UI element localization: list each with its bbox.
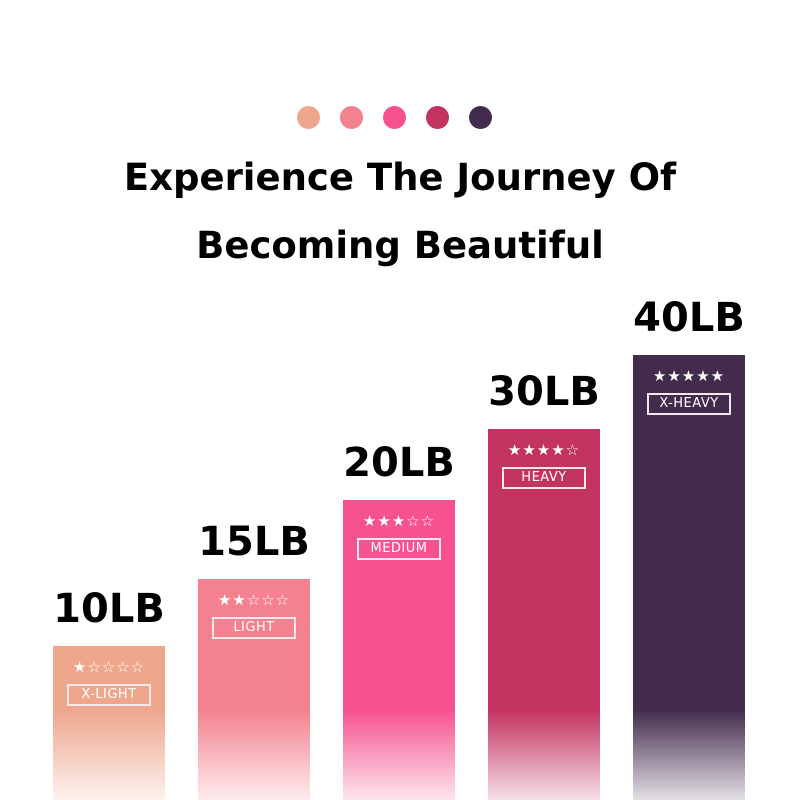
bar-medium: ★★★☆☆ MEDIUM — [343, 500, 455, 800]
title-line-1: Experience The Journey Of — [123, 156, 677, 199]
value-label: 30LB — [488, 369, 600, 415]
level-label: MEDIUM — [357, 538, 441, 560]
bar-heavy: ★★★★☆ HEAVY — [488, 429, 600, 800]
color-dot — [469, 106, 492, 129]
color-dot — [383, 106, 406, 129]
star-rating: ★★★☆☆ — [362, 512, 436, 530]
color-dot — [297, 106, 320, 129]
value-label: 10LB — [53, 586, 165, 632]
star-rating: ★★★★★ — [652, 367, 726, 385]
level-label: X-LIGHT — [67, 684, 151, 706]
color-dot — [340, 106, 363, 129]
color-dot — [426, 106, 449, 129]
title-line-2: Becoming Beautiful — [196, 224, 604, 267]
level-label: HEAVY — [502, 467, 586, 489]
bar-x-heavy: ★★★★★ X-HEAVY — [633, 355, 745, 800]
bar-x-light: ★☆☆☆☆ X-LIGHT — [53, 646, 165, 800]
bar-light: ★★☆☆☆ LIGHT — [198, 579, 310, 800]
star-rating: ★☆☆☆☆ — [72, 658, 146, 676]
level-label: LIGHT — [212, 617, 296, 639]
value-label: 40LB — [633, 295, 745, 341]
level-label: X-HEAVY — [647, 393, 731, 415]
value-label: 15LB — [198, 519, 310, 565]
star-rating: ★★☆☆☆ — [217, 591, 291, 609]
value-label: 20LB — [343, 440, 455, 486]
star-rating: ★★★★☆ — [507, 441, 581, 459]
